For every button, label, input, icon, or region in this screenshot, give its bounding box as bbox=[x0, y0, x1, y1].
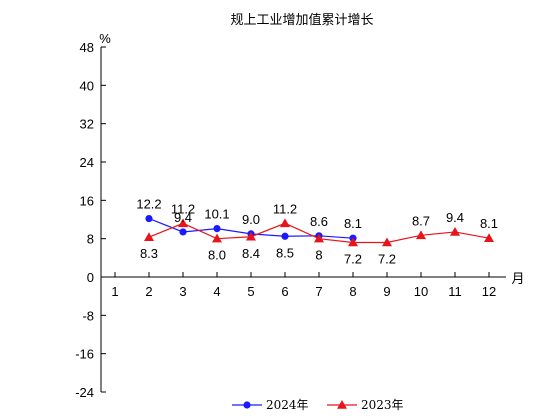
data-point bbox=[450, 226, 460, 236]
data-label: 8.3 bbox=[140, 246, 158, 261]
x-tick-label: 8 bbox=[349, 284, 356, 299]
x-tick-label: 5 bbox=[247, 284, 254, 299]
chart-data-labels: 12.2 9.4 10.1 9.0 8.5 8.6 8.1 8.3 11.2 8.0 8.4 11.2… bbox=[136, 197, 498, 267]
y-tick-label: -8 bbox=[82, 308, 94, 323]
data-point bbox=[144, 232, 154, 241]
data-label: 7.2 bbox=[344, 252, 362, 267]
x-tick-label: 12 bbox=[482, 284, 496, 299]
x-tick-label: 2 bbox=[145, 284, 152, 299]
legend-item: 2023年 bbox=[327, 398, 404, 412]
x-tick-label: 1 bbox=[111, 284, 118, 299]
y-tick-label: 32 bbox=[80, 117, 94, 132]
x-tick-label: 11 bbox=[448, 284, 462, 299]
data-label: 8.1 bbox=[480, 216, 498, 231]
data-point bbox=[246, 231, 256, 241]
data-point bbox=[145, 214, 153, 223]
data-label: 10.1 bbox=[204, 207, 229, 222]
data-label: 7.2 bbox=[378, 252, 396, 267]
y-tick-label: 16 bbox=[80, 193, 94, 208]
data-label: 8.4 bbox=[242, 246, 260, 261]
y-tick-label: 48 bbox=[80, 40, 94, 55]
data-label: 9.4 bbox=[174, 210, 192, 225]
x-tick-label: 6 bbox=[281, 284, 288, 299]
y-tick-label: 8 bbox=[87, 232, 94, 247]
data-point bbox=[416, 230, 426, 240]
x-tick-label: 4 bbox=[213, 284, 220, 299]
data-label: 8.6 bbox=[310, 214, 328, 229]
legend-label: 2024年 bbox=[266, 398, 309, 412]
data-point bbox=[382, 237, 392, 247]
data-label: 12.2 bbox=[136, 197, 161, 212]
data-point bbox=[314, 233, 324, 243]
data-point bbox=[348, 237, 358, 247]
legend-label: 2023年 bbox=[361, 398, 404, 412]
data-label: 8.0 bbox=[208, 248, 226, 263]
data-point bbox=[281, 232, 289, 240]
y-tick-label: 0 bbox=[87, 270, 94, 285]
data-point bbox=[178, 218, 188, 228]
y-tick-label: 40 bbox=[80, 78, 94, 93]
legend-marker bbox=[243, 401, 251, 409]
y-tick-label: -16 bbox=[75, 347, 94, 362]
x-tick-label: 7 bbox=[315, 284, 322, 299]
chart-title: 规上工业增加值累计增长 bbox=[230, 12, 373, 28]
data-label: 11.2 bbox=[171, 201, 195, 216]
y-axis-label: % bbox=[99, 31, 111, 46]
data-label: 8.1 bbox=[344, 216, 362, 231]
x-tick-label: 9 bbox=[383, 284, 390, 299]
y-tick-label: -24 bbox=[75, 385, 94, 400]
legend-item: 2024年 bbox=[232, 398, 309, 412]
y-tick-label: 24 bbox=[80, 155, 94, 170]
data-point bbox=[212, 233, 222, 243]
data-point bbox=[484, 233, 494, 242]
x-tick-label: 10 bbox=[414, 284, 428, 299]
data-label: 11.2 bbox=[273, 201, 297, 216]
x-tick-label: 3 bbox=[179, 284, 186, 299]
data-label: 8 bbox=[315, 248, 322, 263]
legend-marker bbox=[337, 400, 347, 409]
data-point bbox=[213, 225, 221, 233]
chart-legend: 2024年 2023年 bbox=[232, 398, 404, 412]
chart-series bbox=[144, 214, 494, 247]
x-axis-label: 月 bbox=[511, 271, 524, 286]
data-point bbox=[179, 228, 187, 236]
data-label: 9.4 bbox=[446, 210, 464, 225]
data-point bbox=[280, 218, 290, 228]
data-label: 9.0 bbox=[242, 212, 260, 227]
series-2023年 bbox=[144, 218, 494, 247]
data-label: 8.5 bbox=[276, 245, 294, 260]
data-label: 8.7 bbox=[412, 213, 430, 228]
